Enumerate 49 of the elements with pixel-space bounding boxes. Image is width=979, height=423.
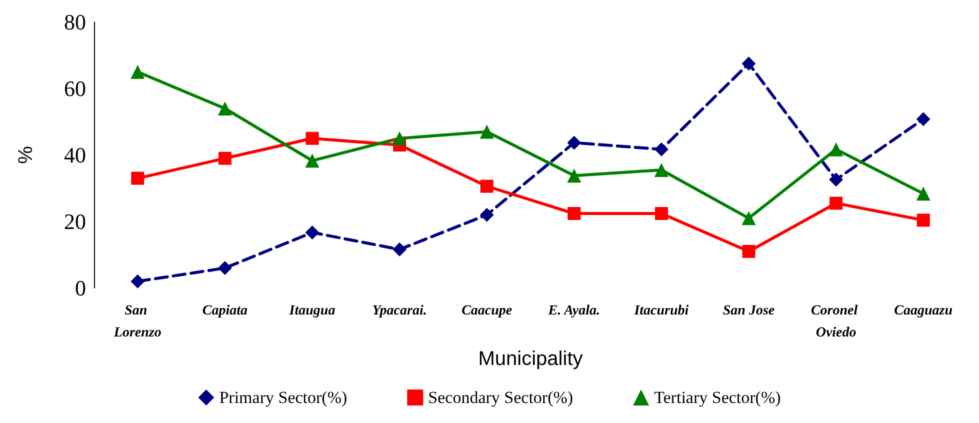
point [480,180,494,193]
point [916,186,930,201]
point [218,101,232,116]
point [392,131,407,146]
point [654,162,668,177]
legend-label: Tertiary Sector(%) [654,388,781,407]
point [829,172,844,187]
point [306,132,319,145]
point [305,225,320,240]
y-tick-label: 20 [64,209,86,234]
point [218,152,232,165]
point [830,196,843,210]
x-tick-label: Itacurubi [633,304,689,318]
point [742,56,756,71]
point [130,64,145,79]
y-tick-label: 0 [75,276,86,300]
point [829,142,844,156]
point [305,154,320,168]
y-tick-label: 40 [64,142,86,168]
point [742,244,756,258]
x-tick-label: Itaugua [288,304,336,318]
x-tick-label: San Jose [722,304,775,318]
legend-label: Secondary Sector(%) [428,388,574,407]
point [131,172,144,185]
point [916,112,930,126]
point [130,274,145,288]
point [218,261,232,276]
x-tick-label: Coronel Oviedo [810,304,862,340]
point [568,207,581,220]
point [567,168,582,183]
x-axis-title: Municipality [478,348,583,370]
point [392,242,407,256]
y-tick-label: 80 [64,10,86,34]
point [916,214,930,227]
point [742,211,756,226]
point [654,207,668,220]
point [567,136,582,150]
point [480,208,494,222]
point [480,124,494,139]
x-tick-label: Ypacarai. [372,304,427,318]
x-tick-label: Caaguazu [894,304,953,318]
y-axis-title: % [15,146,37,164]
x-tick-label: Capiata [202,304,248,318]
legend-label: Primary Sector(%) [219,388,348,407]
x-tick-label: E. Ayala. [547,304,600,318]
x-tick-label: San Lorenzo [112,304,162,340]
point [654,142,668,156]
x-tick-label: Caacupe [462,304,512,318]
y-tick-label: 60 [64,76,86,101]
